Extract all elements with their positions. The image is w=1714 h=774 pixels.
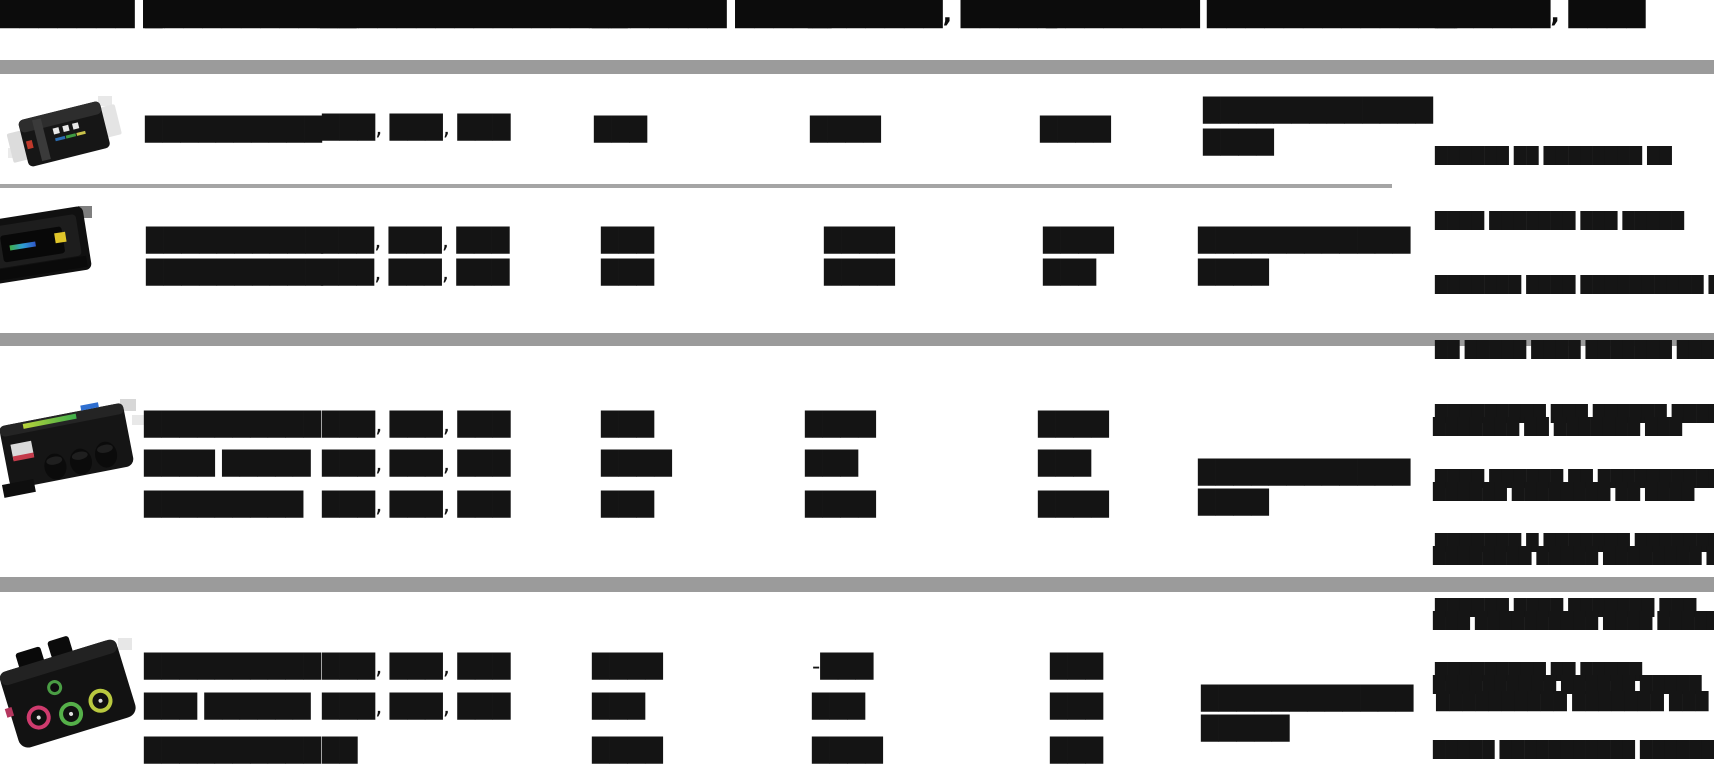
column-header-notes: ██████, ████ <box>1435 0 1646 28</box>
column-header-2: ███████████ <box>145 0 357 28</box>
notes-line: █████ ███████████ ███████ <box>1433 739 1714 759</box>
cell-col6: ████ <box>1038 492 1109 518</box>
separator-row3 <box>0 577 1714 592</box>
notes-line: ██████ ██ ████████ ██ <box>1435 146 1672 165</box>
notes-line: ████████ █████ ████████ █████ <box>1433 546 1714 565</box>
product-photo-controller-1 <box>6 96 122 167</box>
cell-model: ██████████ <box>144 738 321 764</box>
cell-col4: ███ <box>601 260 655 286</box>
cell-col5: ████ <box>812 738 883 764</box>
product-photo-controller-4 <box>0 636 136 748</box>
notes-line: ██ █████ ████ ███████ ██████ <box>1435 339 1714 359</box>
cell-col3: ███, ███, ███ <box>322 492 511 518</box>
notes-paragraph-3: ██████████ ███████ ███ ███████ █████████… <box>1436 634 1714 774</box>
notes-line: ██████ ████ ███████ ███ <box>1435 597 1697 617</box>
separator-row2 <box>0 333 1714 346</box>
notes-paragraph-2: ███████ ██ ███████ ███ ██████ ████████ █… <box>1433 373 1714 774</box>
cell-col4: ███ <box>601 228 655 254</box>
cell-col3: ███, ███, ███ <box>322 451 511 477</box>
cell-model: ██████████ <box>144 412 321 438</box>
cell-col7: ████ <box>1198 490 1269 516</box>
cell-col4: ████ <box>592 738 663 764</box>
cell-col7: █████ <box>1201 716 1290 742</box>
cell-model: ███ ██████ <box>144 694 311 720</box>
notes-line: █████████ ███ ██████ █████ <box>1435 404 1714 423</box>
cell-col7: █████████████ <box>1203 98 1433 124</box>
cell-model: ██████████ <box>144 654 321 680</box>
notes-line: ███████ █ ███████ █████████ <box>1435 533 1714 552</box>
cell-col6: ████ <box>1038 412 1109 438</box>
cell-col6: ███ <box>1050 738 1104 764</box>
cell-col4: ████ <box>601 451 672 477</box>
cell-model: █████████ <box>144 492 304 518</box>
cell-col3: ███, ███, ███ <box>322 694 511 720</box>
column-header-7: █████████████ <box>1207 0 1457 28</box>
notes-line: ███████ ██ ███████ ███ <box>1433 417 1683 436</box>
cell-col6: ███ <box>1050 694 1104 720</box>
cell-col3: ███, ███, ███ <box>322 115 511 141</box>
column-header-4: ███████ █████ <box>592 0 832 28</box>
notes-line: ██████████ ██████ █████ <box>1433 675 1702 694</box>
notes-line: ███████ ████ ██████████ ██ <box>1435 275 1714 294</box>
cell-col5: ████ <box>805 412 876 438</box>
notes-line: ████ ██████ ██ ██████████ <box>1435 468 1714 488</box>
notes-line: ██████████ ███████ ███ <box>1436 692 1709 712</box>
cell-col3: ███, ███, ███ <box>322 412 511 438</box>
cell-model: ██████████ <box>146 228 323 254</box>
notes-line: █████████ ██ █████ <box>1435 662 1643 681</box>
separator-row1 <box>0 184 1392 188</box>
cell-model: ████ █████ <box>144 451 311 477</box>
cell-col6: ███ <box>1050 654 1104 680</box>
notes-paragraph-1: ██████ ██ ████████ ██ ████ ███████ ███ █… <box>1435 102 1714 726</box>
cell-col5: ████ <box>805 492 876 518</box>
cell-col6: ████ <box>1040 117 1111 143</box>
cell-col7: ████████████ <box>1201 686 1414 712</box>
product-photo-controller-2 <box>0 206 92 285</box>
cell-col7: ████████████ <box>1198 228 1411 254</box>
cell-col4: ███ <box>594 117 648 143</box>
cell-col4: ████ <box>592 654 663 680</box>
notes-line: ██████ ████████ ██ ████ <box>1433 481 1695 501</box>
cell-model: ██████████ <box>145 117 322 143</box>
cell-col5: ███ <box>805 451 859 477</box>
cell-model: ██████████ <box>146 260 323 286</box>
column-header-6: ████████ <box>1046 0 1200 28</box>
cell-col4: ███ <box>601 412 655 438</box>
cell-col6: ███ <box>1038 451 1092 477</box>
cell-col4: ███ <box>601 492 655 518</box>
notes-line: ████ ███████ ███ █████ <box>1435 210 1685 230</box>
separator-top <box>0 60 1714 74</box>
product-photo-controller-3 <box>0 399 144 498</box>
cell-col3: ███, ███, ███ <box>321 228 510 254</box>
notes-line: ███ ██████████ ████ ████████ <box>1433 610 1714 630</box>
cell-col7: ████ <box>1203 130 1274 156</box>
cell-col3: ██ <box>322 738 358 764</box>
column-header-5: ███████, █████ <box>808 0 1057 28</box>
cell-col6: ███ <box>1043 260 1097 286</box>
cell-col3: ███, ███, ███ <box>321 260 510 286</box>
cell-col5: ███ <box>812 694 866 720</box>
cell-col7: ████ <box>1198 260 1269 286</box>
column-header-3: ████████████████ <box>320 0 628 28</box>
cell-col6: ████ <box>1043 228 1114 254</box>
cell-col5: ████ <box>824 260 895 286</box>
cell-col3: ███, ███, ███ <box>322 654 511 680</box>
cell-col5: -███ <box>812 654 874 680</box>
cell-col4: ███ <box>592 694 646 720</box>
cell-col5: ████ <box>810 117 881 143</box>
cell-col7: ████████████ <box>1198 460 1411 486</box>
column-header-model: ███████ █ <box>0 0 163 28</box>
cell-col5: ████ <box>824 228 895 254</box>
